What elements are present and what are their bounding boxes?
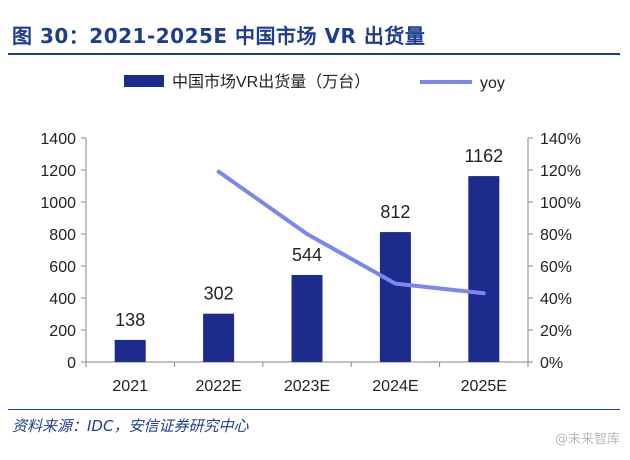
- x-tick-label: 2023E: [284, 378, 330, 395]
- y-left-tick-label: 1200: [40, 163, 76, 180]
- x-tick-label: 2022E: [195, 378, 241, 395]
- y-right-tick-label: 100%: [540, 195, 581, 212]
- y-right-tick-label: 40%: [540, 291, 572, 308]
- bar: [468, 176, 500, 362]
- bar: [291, 274, 323, 362]
- y-right-tick-label: 80%: [540, 227, 572, 244]
- legend-label-bar: 中国市场VR出货量（万台）: [172, 73, 370, 91]
- legend-swatch-bar: [124, 75, 164, 87]
- y-right-tick-label: 60%: [540, 259, 572, 276]
- y-left-tick-label: 0: [67, 355, 76, 372]
- bar-data-label: 544: [292, 245, 322, 265]
- bar-data-label: 1162: [464, 146, 503, 166]
- yoy-line: [216, 169, 486, 296]
- chart: 中国市场VR出货量（万台） yoy 0 200 400 600 800 1000 1200 140…: [40, 73, 581, 395]
- bar: [203, 313, 235, 362]
- x-tick-label: 2024E: [372, 378, 418, 395]
- y-left-tick-label: 1000: [40, 195, 76, 212]
- legend-label-line: yoy: [480, 75, 505, 92]
- bar-data-label: 302: [204, 284, 234, 304]
- watermark: @未来智库: [555, 428, 620, 447]
- source-note: 资料来源：IDC，安信证券研究中心: [12, 417, 249, 435]
- source-divider: [8, 409, 620, 410]
- bar: [114, 339, 146, 362]
- watermark-text: @未来智库: [554, 432, 620, 447]
- figure-title: 图 30：2021-2025E 中国市场 VR 出货量: [12, 24, 426, 48]
- bar: [379, 232, 411, 362]
- y-right-tick-label: 120%: [540, 163, 581, 180]
- y-right-tick-label: 140%: [540, 131, 581, 148]
- bar-data-label: 812: [380, 202, 410, 222]
- x-tick-label: 2021: [112, 378, 148, 395]
- y-left-tick-label: 600: [49, 259, 76, 276]
- y-left-tick-label: 200: [49, 323, 76, 340]
- y-left-tick-label: 1400: [40, 131, 76, 148]
- bar-data-label: 138: [115, 310, 145, 330]
- title-underline: [8, 53, 620, 55]
- x-tick-label: 2025E: [461, 378, 507, 395]
- y-right-tick-label: 20%: [540, 323, 572, 340]
- y-right-tick-label: 0%: [540, 355, 563, 372]
- y-left-tick-label: 400: [49, 291, 76, 308]
- y-left-tick-label: 800: [49, 227, 76, 244]
